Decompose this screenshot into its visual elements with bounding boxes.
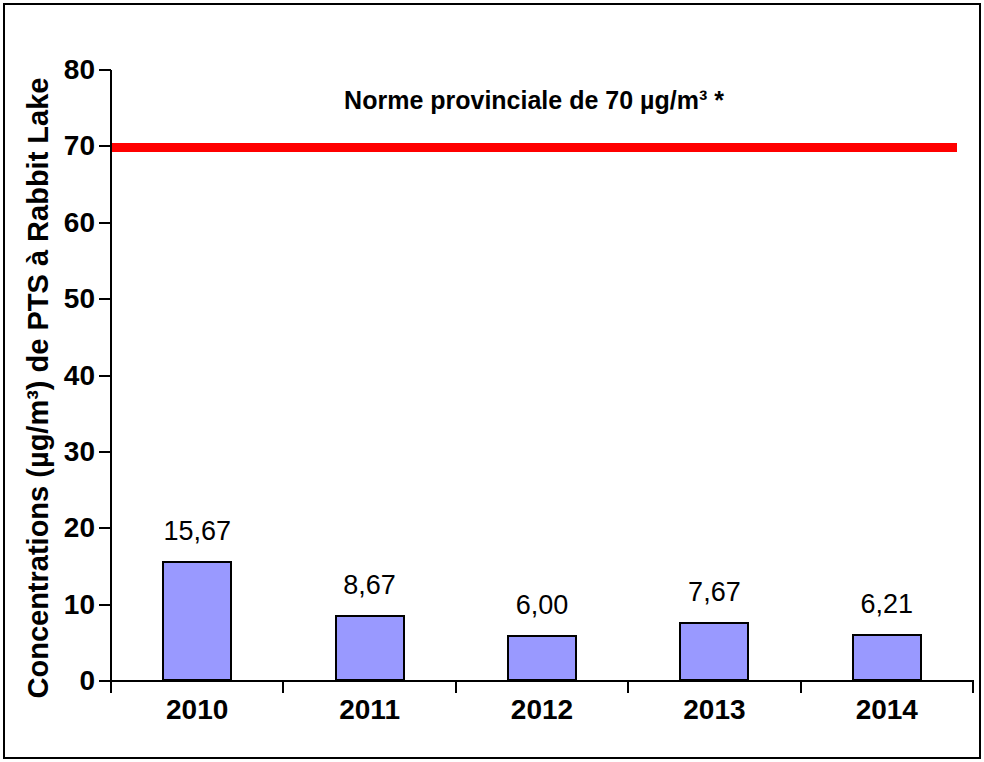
bar-value-label: 15,67 — [127, 516, 267, 546]
reference-line — [111, 143, 957, 152]
bar — [852, 634, 922, 681]
bar — [679, 622, 749, 681]
bar — [162, 561, 232, 681]
reference-line-label: Norme provinciale de 70 µg/m³ * — [344, 86, 724, 115]
bar-value-label: 8,67 — [300, 570, 440, 600]
x-tick-label: 2013 — [644, 694, 784, 726]
x-tick — [972, 682, 974, 693]
y-tick — [99, 451, 111, 453]
x-tick — [800, 682, 802, 693]
y-tick-label: 20 — [15, 512, 95, 544]
y-tick — [99, 604, 111, 606]
y-tick-label: 30 — [15, 436, 95, 468]
y-tick-label: 80 — [15, 54, 95, 86]
y-tick-label: 70 — [15, 130, 95, 162]
x-tick — [627, 682, 629, 693]
x-tick-label: 2012 — [472, 694, 612, 726]
bar-value-label: 6,21 — [817, 589, 957, 619]
y-tick — [99, 375, 111, 377]
x-tick-label: 2011 — [300, 694, 440, 726]
y-tick-label: 50 — [15, 283, 95, 315]
x-tick — [110, 682, 112, 693]
x-tick-label: 2014 — [817, 694, 957, 726]
bar — [507, 635, 577, 681]
chart-area: Concentrations (µg/m³) de PTS à Rabbit L… — [0, 0, 984, 762]
x-tick — [282, 682, 284, 693]
y-tick-label: 0 — [15, 665, 95, 697]
y-tick-label: 40 — [15, 360, 95, 392]
x-tick-label: 2010 — [127, 694, 267, 726]
y-tick — [99, 527, 111, 529]
bar-value-label: 7,67 — [644, 577, 784, 607]
y-tick — [99, 222, 111, 224]
x-tick — [455, 682, 457, 693]
bar-value-label: 6,00 — [472, 590, 612, 620]
y-tick-label: 60 — [15, 207, 95, 239]
y-tick-label: 10 — [15, 589, 95, 621]
y-tick — [99, 69, 111, 71]
bar — [335, 615, 405, 681]
y-tick — [99, 298, 111, 300]
y-axis-line — [110, 70, 112, 683]
y-tick — [99, 145, 111, 147]
